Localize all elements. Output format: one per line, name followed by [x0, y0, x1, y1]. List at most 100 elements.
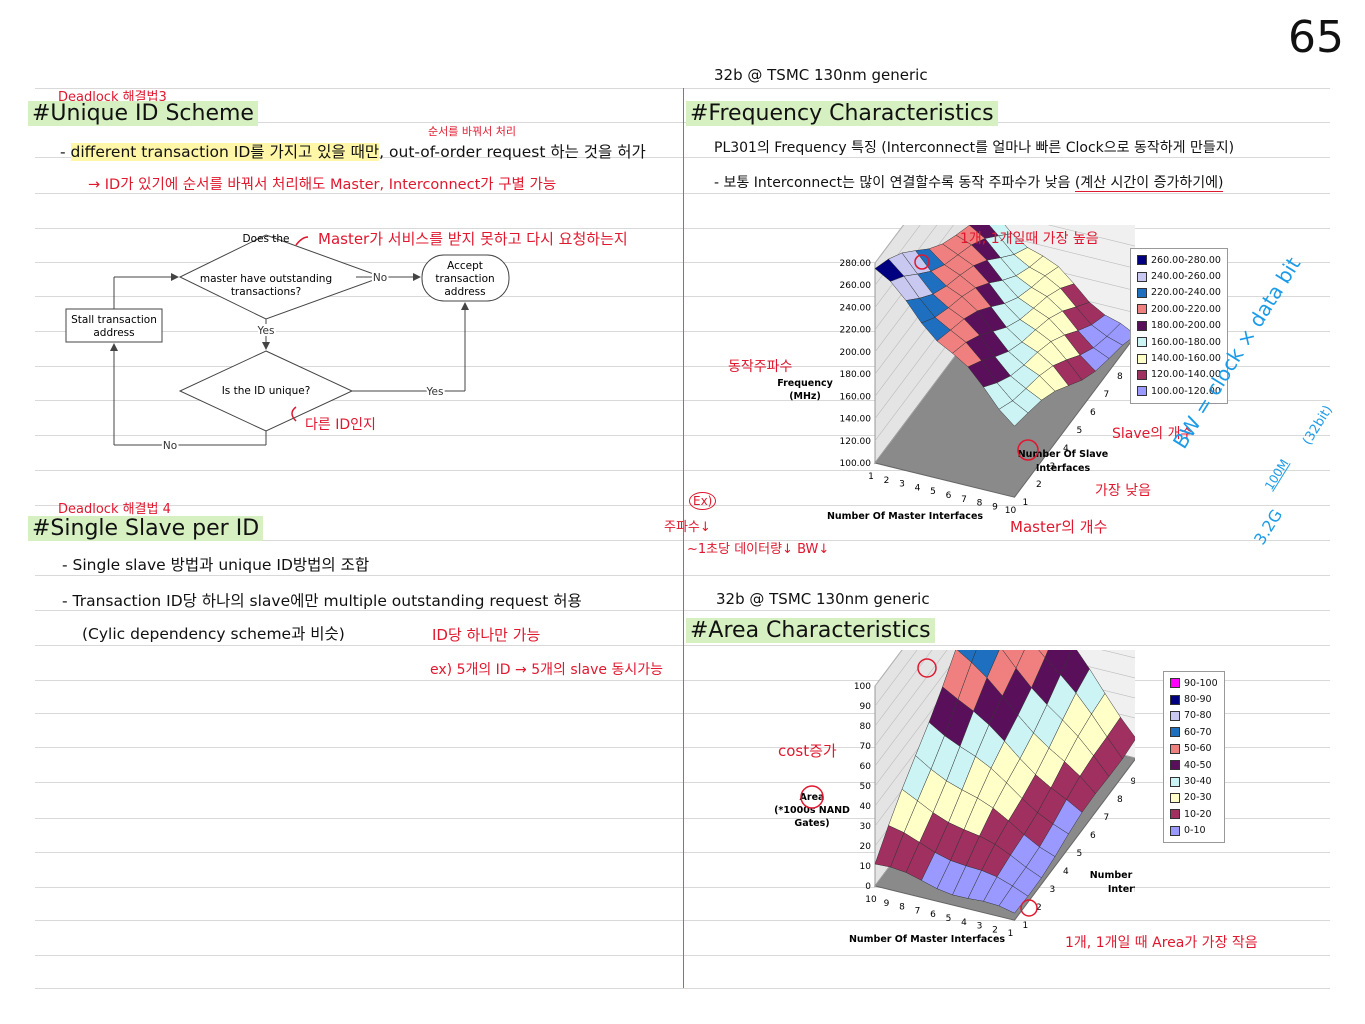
yes-label-2: Yes — [426, 386, 444, 398]
flowchart: Does the master have outstanding transac… — [65, 233, 510, 454]
x-tick-label: 5 — [930, 487, 936, 497]
z-tick-label: 220.00 — [840, 326, 872, 336]
legend-label: 120.00-140.00 — [1151, 369, 1221, 381]
bw-sub-3-2g: 3.2G — [1250, 505, 1287, 549]
legend-label: 200.00-220.00 — [1151, 303, 1221, 315]
accept-line2: transaction — [435, 273, 494, 285]
gridline — [874, 650, 963, 767]
z-tick-label: 140.00 — [840, 415, 872, 425]
note-lowest: 가장 낮음 — [1095, 483, 1151, 499]
z-axis-title: (MHz) — [789, 391, 821, 402]
legend-entry: 20-30 — [1170, 790, 1218, 806]
ruled-line — [35, 366, 1330, 367]
gridline — [874, 650, 1135, 807]
y-tick-label: 6 — [1090, 831, 1096, 841]
legend-entry: 0-10 — [1170, 823, 1218, 839]
x-tick-label: 5 — [946, 914, 952, 924]
z-tick-label: 10 — [860, 862, 872, 872]
frequency-surface-chart: 100.00 120.00 140.00 160.00 180.00 200.00 220.… — [777, 225, 1135, 522]
ruled-line — [35, 400, 1330, 401]
y-tick-label: 3 — [1050, 462, 1056, 472]
y-tick-label: 8 — [1117, 795, 1123, 805]
ruled-line — [35, 920, 1330, 921]
legend-label: 140.00-160.00 — [1151, 353, 1221, 365]
bw-sub-100m: 100M — [1262, 456, 1292, 493]
deadlock-tag-4: Deadlock 해결법 4 — [58, 502, 171, 517]
x-tick-label: 4 — [961, 918, 967, 928]
z-tick-label: 120.00 — [840, 437, 872, 447]
yes-label-1: Yes — [257, 325, 275, 337]
legend-entry: 50-60 — [1170, 741, 1218, 757]
y-tick-label: 7 — [1104, 813, 1110, 823]
unique-id-line1: - different transaction ID를 가지고 있을 때만, o… — [60, 140, 646, 162]
legend-label: 160.00-180.00 — [1151, 336, 1221, 348]
highlight-circle — [800, 785, 824, 809]
ruled-line — [35, 331, 1330, 332]
legend-swatch — [1137, 386, 1147, 397]
single-slave-heading: #Single Slave per ID — [28, 516, 264, 541]
legend-swatch — [1170, 743, 1180, 754]
y-tick-label: 1 — [1023, 921, 1029, 931]
legend-entry: 70-80 — [1170, 708, 1218, 724]
legend-entry: 10-20 — [1170, 806, 1218, 822]
y-tick-label: 6 — [1090, 408, 1096, 418]
gridline — [874, 650, 918, 707]
ruled-line — [35, 435, 1330, 436]
legend-label: 40-50 — [1184, 759, 1212, 771]
legend-swatch — [1137, 287, 1147, 298]
x-tick-label: 9 — [884, 899, 890, 909]
z-tick-label: 60 — [860, 762, 872, 772]
z-tick-label: 0 — [865, 882, 871, 892]
ruled-line — [35, 610, 1330, 611]
z-tick-label: 80 — [860, 722, 872, 732]
freq-line2-text: - 보통 Interconnect는 많이 연결할수록 동작 주파수가 낮음 — [714, 175, 1071, 191]
z-tick-label: 160.00 — [840, 392, 872, 402]
legend-entry: 60-70 — [1170, 724, 1218, 740]
gridline — [874, 225, 1135, 375]
freq-line2: - 보통 Interconnect는 많이 연결할수록 동작 주파수가 낮음 (… — [714, 172, 1224, 192]
legend-swatch — [1170, 678, 1180, 689]
ruled-line — [35, 645, 1330, 646]
q1-line1: Does the — [242, 233, 289, 245]
accept-line3: address — [444, 286, 485, 298]
ruled-line — [35, 955, 1330, 956]
ruled-line — [35, 782, 1330, 783]
note-bw-down: ~1초당 데이터량↓ BW↓ — [687, 542, 830, 557]
accept-box — [421, 254, 510, 302]
legend-entry: 100.00-120.00 — [1137, 383, 1221, 399]
legend-entry: 80-90 — [1170, 691, 1218, 707]
y-axis-title-line1: Number Of Slave — [1090, 870, 1135, 881]
legend-entry: 240.00-260.00 — [1137, 268, 1221, 284]
unique-id-heading: #Unique ID Scheme — [28, 101, 258, 126]
gridline — [874, 225, 921, 286]
highlight-circle — [917, 658, 937, 678]
stall-box — [65, 308, 163, 343]
y-tick-label: 2 — [1036, 480, 1042, 490]
no-label-1: No — [373, 272, 387, 284]
legend-label: 100.00-120.00 — [1151, 385, 1221, 397]
ruled-line — [35, 296, 1330, 297]
legend-entry: 30-40 — [1170, 773, 1218, 789]
x-tick-label: 3 — [899, 480, 905, 490]
y-tick-label: 2 — [1036, 903, 1042, 913]
x-tick-label: 8 — [977, 499, 983, 509]
ruled-line — [35, 505, 1330, 506]
ruled-line — [35, 818, 1330, 819]
note-highest: 1개, 1개일때 가장 높음 — [960, 231, 1099, 247]
x-axis-title: Number Of Master Interfaces — [849, 934, 1005, 945]
x-tick-label: 9 — [992, 502, 998, 512]
legend-entry: 260.00-280.00 — [1137, 252, 1221, 268]
note-master-count: Master의 개수 — [1010, 518, 1108, 536]
y-tick-label: 4 — [1063, 867, 1069, 877]
page-number: 65 — [1288, 12, 1344, 63]
highlight-circle — [1017, 439, 1039, 461]
z-tick-label: 40 — [860, 802, 872, 812]
freq-line2-reason: (계산 시간이 증가하기에) — [1074, 175, 1224, 192]
ruled-line — [35, 747, 1330, 748]
legend-swatch — [1137, 369, 1147, 380]
legend-entry: 220.00-240.00 — [1137, 285, 1221, 301]
note-different-id: 다른 ID인지 — [305, 417, 376, 433]
surface-cell — [998, 885, 1029, 914]
z-axis-title: (*1000s NAND — [775, 805, 850, 816]
legend-label: 60-70 — [1184, 726, 1212, 738]
